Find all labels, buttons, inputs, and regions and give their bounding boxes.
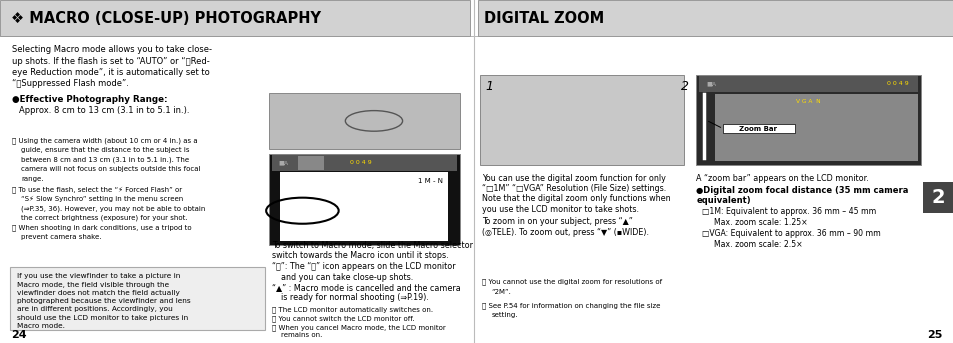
Text: camera will not focus on subjects outside this focal: camera will not focus on subjects outsid… [21, 166, 200, 173]
Text: A “zoom bar” appears on the LCD monitor.: A “zoom bar” appears on the LCD monitor. [696, 174, 868, 183]
Text: Max. zoom scale: 2.5×: Max. zoom scale: 2.5× [713, 240, 801, 249]
Text: □VGA: Equivalent to approx. 36 mm – 90 mm: □VGA: Equivalent to approx. 36 mm – 90 m… [701, 229, 880, 238]
Text: is ready for normal shooting (⇒P.19).: is ready for normal shooting (⇒P.19). [281, 293, 429, 302]
Text: 24: 24 [11, 330, 27, 341]
Text: 0 0 4 9: 0 0 4 9 [886, 81, 908, 86]
Text: Zoom Bar: Zoom Bar [739, 126, 777, 132]
Bar [479, 75, 683, 165]
Text: “🌿”: The “🌿” icon appears on the LCD monitor: “🌿”: The “🌿” icon appears on the LCD mon… [272, 262, 455, 271]
Text: Approx. 8 cm to 13 cm (3.1 in to 5.1 in.).: Approx. 8 cm to 13 cm (3.1 in to 5.1 in.… [19, 106, 190, 115]
Bar [922, 182, 953, 213]
Text: 📔 See P.54 for information on changing the file size: 📔 See P.54 for information on changing t… [481, 302, 659, 309]
Text: the correct brightness (exposure) for your shot.: the correct brightness (exposure) for yo… [21, 215, 188, 221]
Text: ❖ MACRO (CLOSE-UP) PHOTOGRAPHY: ❖ MACRO (CLOSE-UP) PHOTOGRAPHY [11, 11, 321, 26]
Text: equivalent): equivalent) [696, 196, 750, 205]
Bar [699, 76, 917, 92]
Text: To zoom in on your subject, press “▲”: To zoom in on your subject, press “▲” [481, 217, 632, 226]
Text: prevent camera shake.: prevent camera shake. [21, 234, 101, 240]
Text: 1: 1 [485, 80, 493, 93]
Text: “ⓈSuppressed Flash mode”.: “ⓈSuppressed Flash mode”. [12, 79, 130, 88]
Bar [477, 0, 953, 36]
Text: 📔 When shooting in dark conditions, use a tripod to: 📔 When shooting in dark conditions, use … [12, 224, 192, 231]
Bar [0, 0, 470, 36]
Text: 📔 When you cancel Macro mode, the LCD monitor: 📔 When you cancel Macro mode, the LCD mo… [272, 324, 445, 331]
Text: If you use the viewfinder to take a picture in: If you use the viewfinder to take a pict… [17, 273, 180, 279]
Text: Selecting Macro mode allows you to take close-: Selecting Macro mode allows you to take … [12, 45, 213, 54]
Text: 📔 You cannot switch the LCD monitor off.: 📔 You cannot switch the LCD monitor off. [272, 315, 414, 322]
Text: and you can take close-up shots.: and you can take close-up shots. [281, 273, 414, 282]
Text: “S⚡ Slow Synchro” setting in the menu screen: “S⚡ Slow Synchro” setting in the menu sc… [21, 196, 183, 202]
Text: (⇒P.35, 36). However, you may not be able to obtain: (⇒P.35, 36). However, you may not be abl… [21, 205, 205, 212]
Text: 2: 2 [930, 188, 944, 207]
Bar [715, 94, 917, 161]
Text: 1 M - N: 1 M - N [417, 178, 442, 184]
Text: 25: 25 [926, 330, 942, 341]
Text: Max. zoom scale: 1.25×: Max. zoom scale: 1.25× [713, 218, 806, 227]
Bar [10, 267, 265, 330]
Text: 📔 Using the camera width (about 10 cm or 4 in.) as a: 📔 Using the camera width (about 10 cm or… [12, 137, 198, 144]
Text: “2M”.: “2M”. [491, 288, 511, 295]
Text: 📔 To use the flash, select the “⚡ Forced Flash” or: 📔 To use the flash, select the “⚡ Forced… [12, 186, 182, 193]
Text: “□1M” “□VGA” Resolution (File Size) settings.: “□1M” “□VGA” Resolution (File Size) sett… [481, 184, 665, 193]
Text: ●Digital zoom focal distance (35 mm camera: ●Digital zoom focal distance (35 mm came… [696, 186, 908, 195]
Bar [696, 75, 920, 165]
Text: 0 0 4 9: 0 0 4 9 [350, 160, 372, 165]
Text: □1M: Equivalent to approx. 36 mm – 45 mm: □1M: Equivalent to approx. 36 mm – 45 mm [701, 208, 876, 216]
Text: setting.: setting. [491, 312, 517, 318]
Text: between 8 cm and 13 cm (3.1 in to 5.1 in.). The: between 8 cm and 13 cm (3.1 in to 5.1 in… [21, 157, 189, 163]
Text: remains on.: remains on. [281, 332, 322, 339]
Text: should use the LCD monitor to take pictures in: should use the LCD monitor to take pictu… [17, 315, 189, 320]
Text: DIGITAL ZOOM: DIGITAL ZOOM [483, 11, 603, 26]
Text: you use the LCD monitor to take shots.: you use the LCD monitor to take shots. [481, 205, 639, 214]
Text: “▲” : Macro mode is cancelled and the camera: “▲” : Macro mode is cancelled and the ca… [272, 283, 460, 292]
Text: 📔 The LCD monitor automatically switches on.: 📔 The LCD monitor automatically switches… [272, 306, 433, 313]
Text: Note that the digital zoom only functions when: Note that the digital zoom only function… [481, 194, 670, 203]
Bar [297, 156, 324, 170]
Text: range.: range. [21, 176, 44, 182]
Bar [722, 124, 794, 133]
Text: ●Effective Photography Range:: ●Effective Photography Range: [12, 95, 168, 104]
Text: switch towards the Macro icon until it stops.: switch towards the Macro icon until it s… [272, 251, 448, 260]
Text: (◎TELE). To zoom out, press “▼” (▪WIDE).: (◎TELE). To zoom out, press “▼” (▪WIDE). [481, 228, 648, 237]
Bar [269, 154, 459, 245]
Text: up shots. If the flash is set to “AUTO” or “ⒶRed-: up shots. If the flash is set to “AUTO” … [12, 57, 210, 66]
Text: ■A: ■A [705, 81, 716, 86]
Bar [272, 155, 456, 171]
Text: To switch to Macro mode, slide the Macro selector: To switch to Macro mode, slide the Macro… [272, 241, 473, 250]
Text: 2: 2 [680, 80, 688, 93]
Bar [280, 172, 448, 241]
Text: photographed because the viewfinder and lens: photographed because the viewfinder and … [17, 298, 191, 304]
Text: You can use the digital zoom function for only: You can use the digital zoom function fo… [481, 174, 665, 183]
Text: Macro mode, the field visible through the: Macro mode, the field visible through th… [17, 282, 169, 287]
Text: V G A  N: V G A N [796, 99, 820, 104]
Text: ■A: ■A [278, 160, 289, 165]
Text: guide, ensure that the distance to the subject is: guide, ensure that the distance to the s… [21, 147, 190, 153]
Text: viewfinder does not match the field actually: viewfinder does not match the field actu… [17, 290, 180, 296]
Bar [269, 93, 459, 149]
Text: are in different positions. Accordingly, you: are in different positions. Accordingly,… [17, 306, 172, 312]
Text: eye Reduction mode”, it is automatically set to: eye Reduction mode”, it is automatically… [12, 68, 210, 77]
Text: Macro mode.: Macro mode. [17, 323, 65, 329]
Text: 📔 You cannot use the digital zoom for resolutions of: 📔 You cannot use the digital zoom for re… [481, 279, 661, 285]
